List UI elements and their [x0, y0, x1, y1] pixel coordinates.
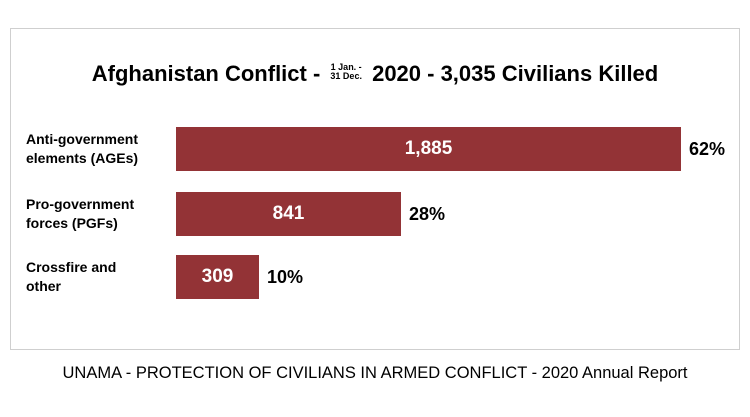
bar — [176, 192, 401, 236]
category-label-line2: elements (AGEs) — [26, 150, 139, 166]
percent-label: 10% — [267, 267, 304, 287]
chart-title: Afghanistan Conflict - 1 Jan. - 31 Dec. … — [0, 60, 750, 88]
category-label: Anti-government elements (AGEs) — [26, 130, 171, 168]
bar — [176, 127, 681, 171]
percent-label: 28% — [409, 204, 446, 224]
bar-value-label: 309 — [201, 266, 234, 287]
source-caption: UNAMA - PROTECTION OF CIVILIANS IN ARMED… — [62, 364, 688, 382]
category-label: Pro-government forces (PGFs) — [26, 195, 171, 233]
category-label: Crossfire and other — [26, 258, 171, 296]
category-label-line1: Pro-government — [26, 196, 135, 212]
percent-label: 62% — [689, 139, 726, 159]
bar-value-label: 1,885 — [404, 138, 453, 159]
title-date-start: 1 Jan. - — [330, 62, 362, 73]
title-rest: 2020 - 3,035 Civilians Killed — [372, 61, 659, 86]
bar-value-label: 841 — [272, 203, 305, 224]
title-date-range: 1 Jan. - 31 Dec. — [330, 63, 362, 81]
bar — [176, 255, 259, 299]
title-date-end: 31 Dec. — [330, 71, 362, 82]
title-main: Afghanistan Conflict - — [91, 61, 321, 86]
chart-frame — [10, 28, 740, 350]
category-label-line2: forces (PGFs) — [26, 215, 118, 231]
category-label-line1: Anti-government — [26, 131, 138, 147]
category-label-line2: other — [26, 278, 61, 294]
category-label-line1: Crossfire and — [26, 259, 117, 275]
